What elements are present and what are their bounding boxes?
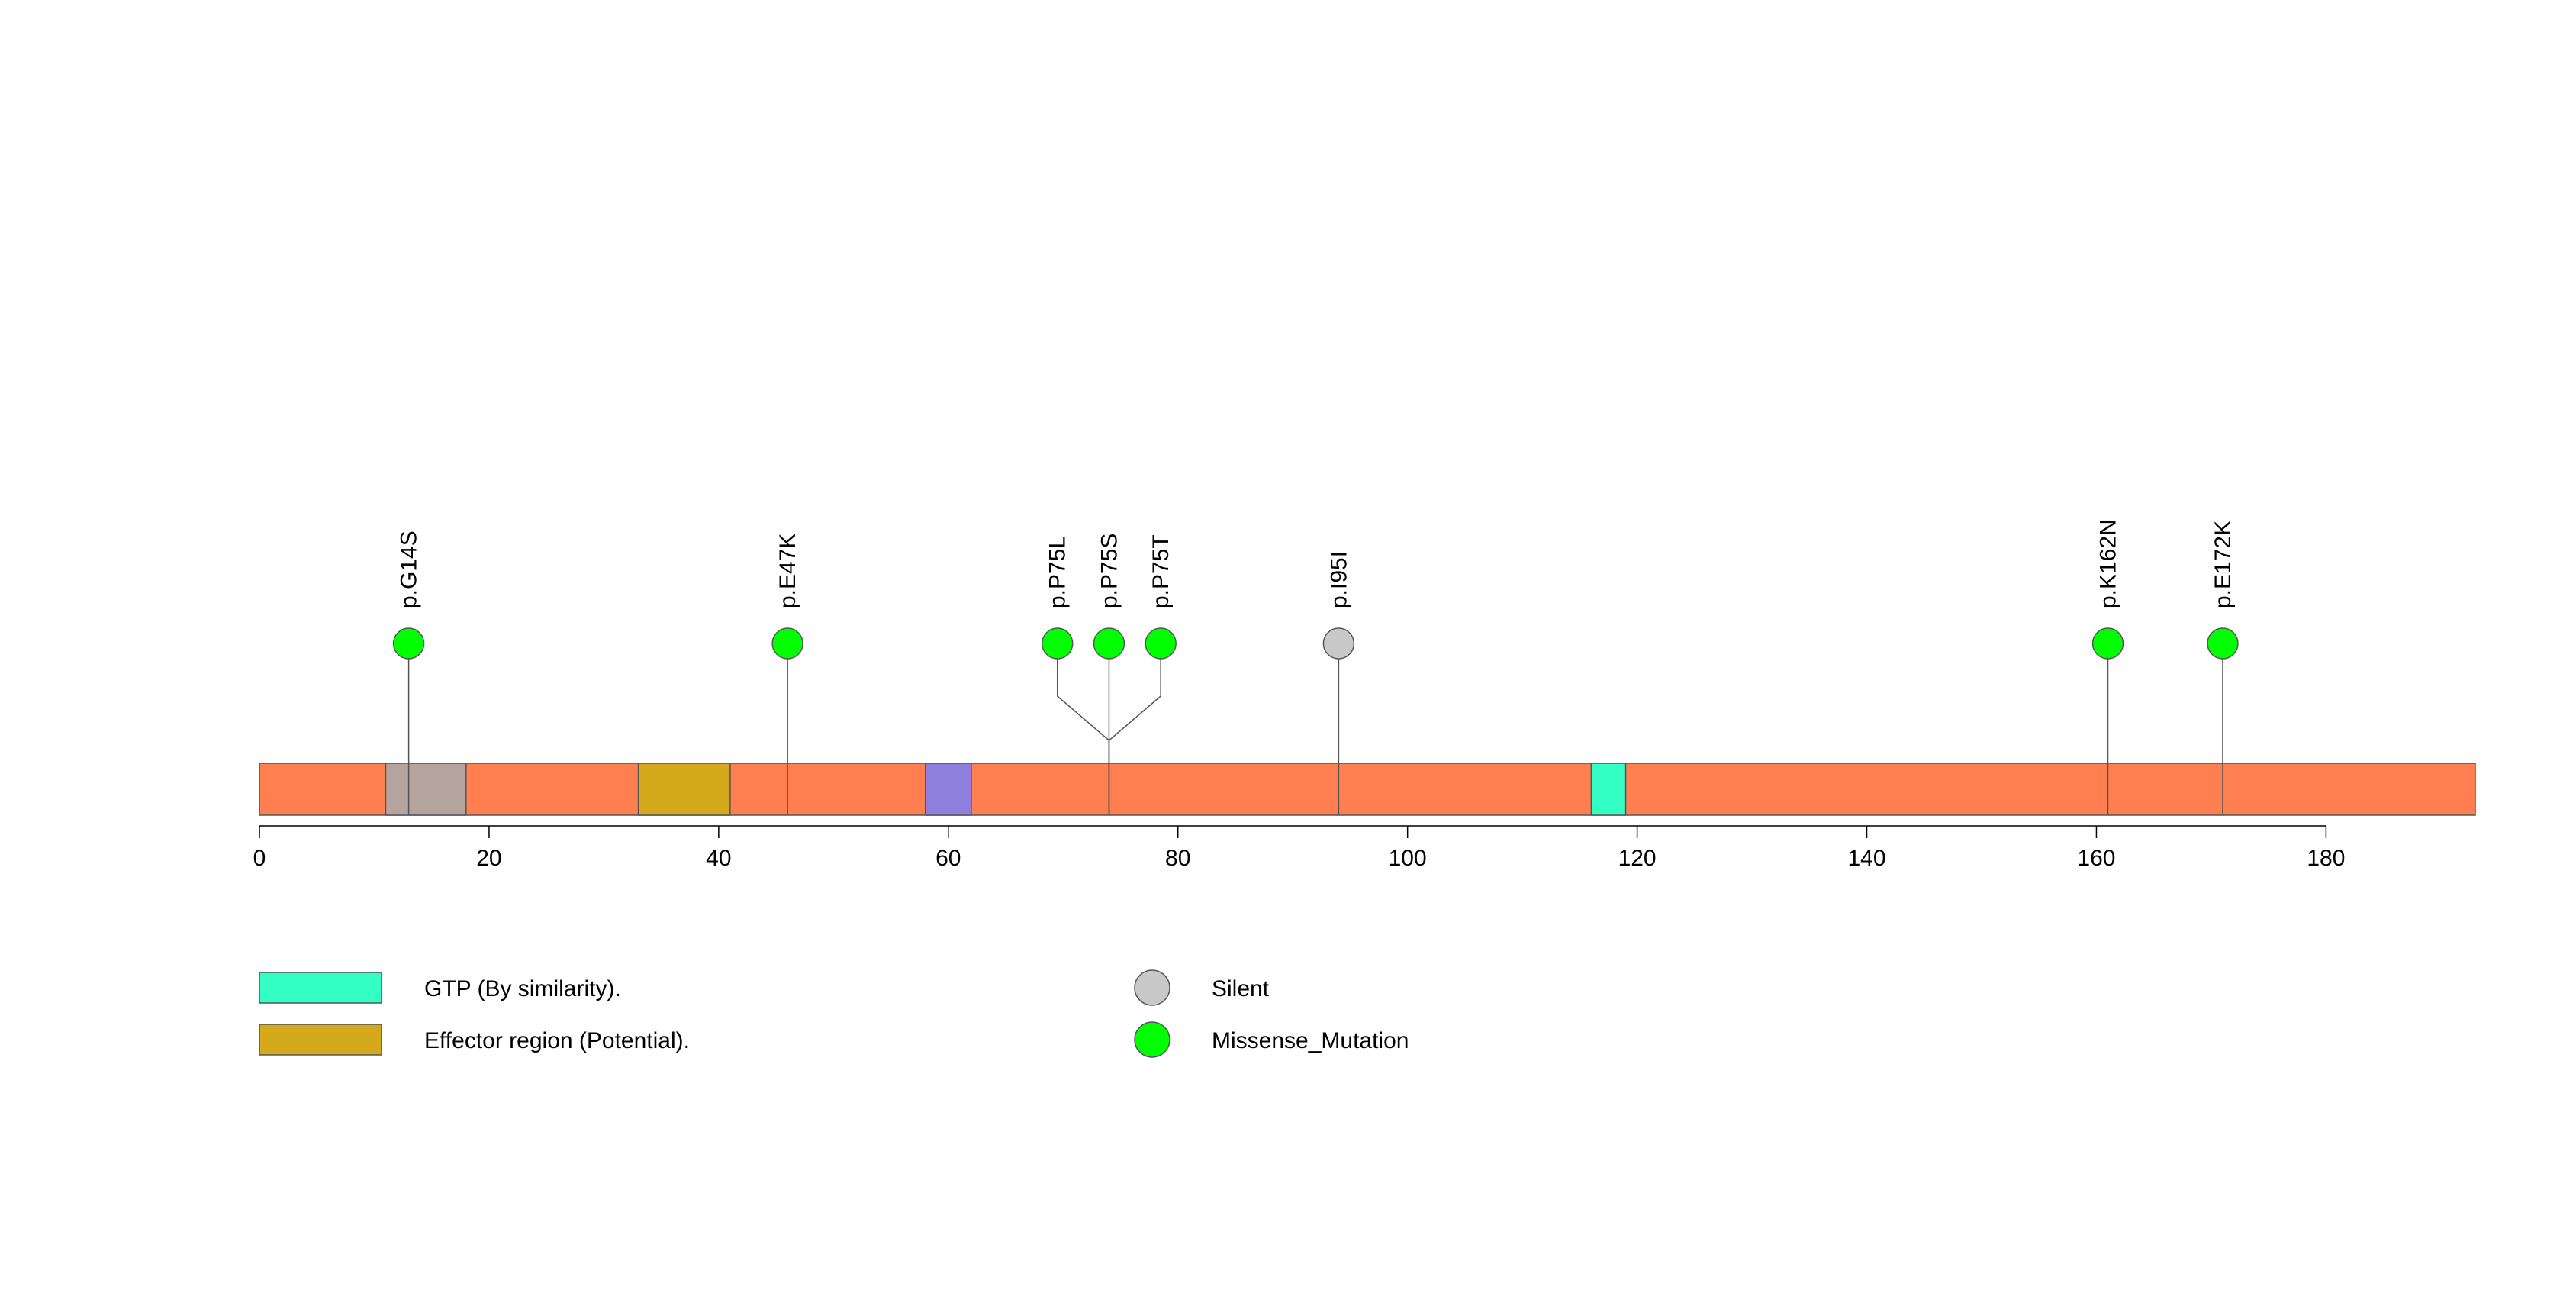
- mutation-label: p.E47K: [775, 534, 800, 608]
- domain-region-gray: [385, 763, 467, 816]
- domain-effector-region-potential: [637, 763, 731, 816]
- mutation-label: p.P75T: [1148, 534, 1174, 608]
- x-axis: 0 20 40 60 80 100 120 140 160 180: [253, 825, 2345, 871]
- mutation-stem: [1108, 643, 1161, 815]
- mutation-head-p-i95i: [1322, 627, 1355, 660]
- axis-tick-label: 0: [253, 846, 266, 871]
- legend-swatch-gtp-by-similarity: [259, 972, 382, 1004]
- domain-backbone: [259, 763, 2476, 816]
- mutation-head-p-e47k: [771, 627, 803, 660]
- mutation-head-p-g14s: [392, 627, 425, 660]
- axis-tick-label: 140: [1847, 846, 1885, 871]
- legend-marker-silent: [1134, 969, 1170, 1006]
- axis-tick-label: 120: [1618, 846, 1657, 871]
- mutation-head-p-p75l: [1041, 627, 1074, 660]
- domain-gtp-by-similarity: [1590, 763, 1627, 816]
- axis-tick-label: 100: [1389, 846, 1427, 871]
- mutation-head-p-e172k: [2207, 627, 2239, 660]
- mutation-label: p.P75S: [1096, 534, 1122, 608]
- domain-region-purple: [924, 763, 972, 816]
- legend: GTP (By similarity). Effector region (Pot…: [259, 969, 1409, 1058]
- protein-domains: [259, 763, 2476, 816]
- axis-tick-label: 80: [1165, 846, 1190, 871]
- mutation-label: p.E172K: [2211, 521, 2236, 608]
- mutation-label: p.K162N: [2096, 519, 2121, 608]
- mutation-label: p.P75L: [1045, 536, 1071, 608]
- mutation-label: p.G14S: [397, 531, 422, 608]
- mutation-head-p-k162n: [2091, 627, 2124, 660]
- mutation-head-p-p75t: [1145, 627, 1177, 660]
- legend-swatch-effector-region-potential: [259, 1024, 382, 1056]
- axis-tick-label: 40: [706, 846, 731, 871]
- axis-tick-label: 20: [476, 846, 501, 871]
- legend-label: GTP (By similarity).: [424, 976, 621, 1001]
- axis-tick-label: 180: [2307, 846, 2345, 871]
- mutation-lollipops: p.G14S p.E47K p.P75L p.P75S p.P75T p.I95I p.K1…: [392, 519, 2239, 815]
- axis-tick-label: 60: [935, 846, 961, 871]
- legend-label: Missense_Mutation: [1212, 1028, 1409, 1053]
- axis-tick-label: 160: [2077, 846, 2115, 871]
- mutation-head-p-p75s: [1093, 627, 1125, 660]
- mutation-label: p.I95I: [1326, 551, 1351, 608]
- legend-marker-missense-mutation: [1134, 1021, 1170, 1058]
- legend-label: Effector region (Potential).: [424, 1028, 690, 1053]
- legend-label: Silent: [1212, 976, 1270, 1001]
